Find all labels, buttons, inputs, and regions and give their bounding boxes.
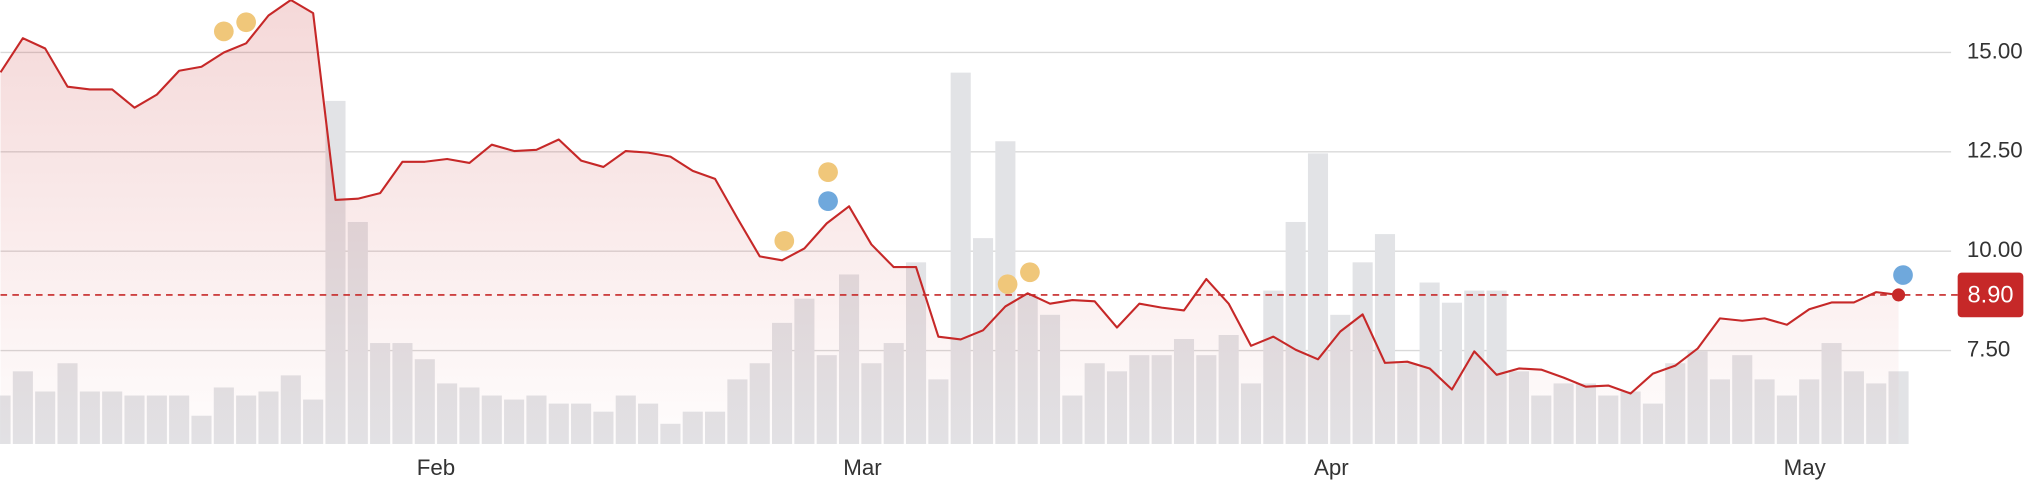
x-tick-label: Apr <box>1314 455 1349 480</box>
event-marker[interactable] <box>818 162 838 182</box>
price-line <box>0 0 1899 395</box>
price-badge <box>1957 272 2024 318</box>
last-point <box>1891 288 1906 302</box>
price-area <box>0 0 1899 444</box>
event-marker[interactable] <box>774 231 795 251</box>
x-tick-label: Mar <box>843 455 882 480</box>
event-marker[interactable] <box>997 274 1018 295</box>
event-marker[interactable] <box>818 191 838 211</box>
price-badge-label: 8.90 <box>1968 282 2014 308</box>
y-tick-label: 10.00 <box>1967 237 2023 262</box>
event-marker[interactable] <box>1020 262 1040 283</box>
y-tick-label: 12.50 <box>1967 138 2023 163</box>
event-marker[interactable] <box>213 21 234 42</box>
x-tick-label: Feb <box>417 455 455 480</box>
y-tick-label: 7.50 <box>1967 336 2010 361</box>
y-tick-label: 15.00 <box>1967 38 2023 63</box>
event-marker[interactable] <box>1893 265 1913 285</box>
event-marker[interactable] <box>236 12 257 33</box>
x-tick-label: May <box>1784 455 1827 480</box>
